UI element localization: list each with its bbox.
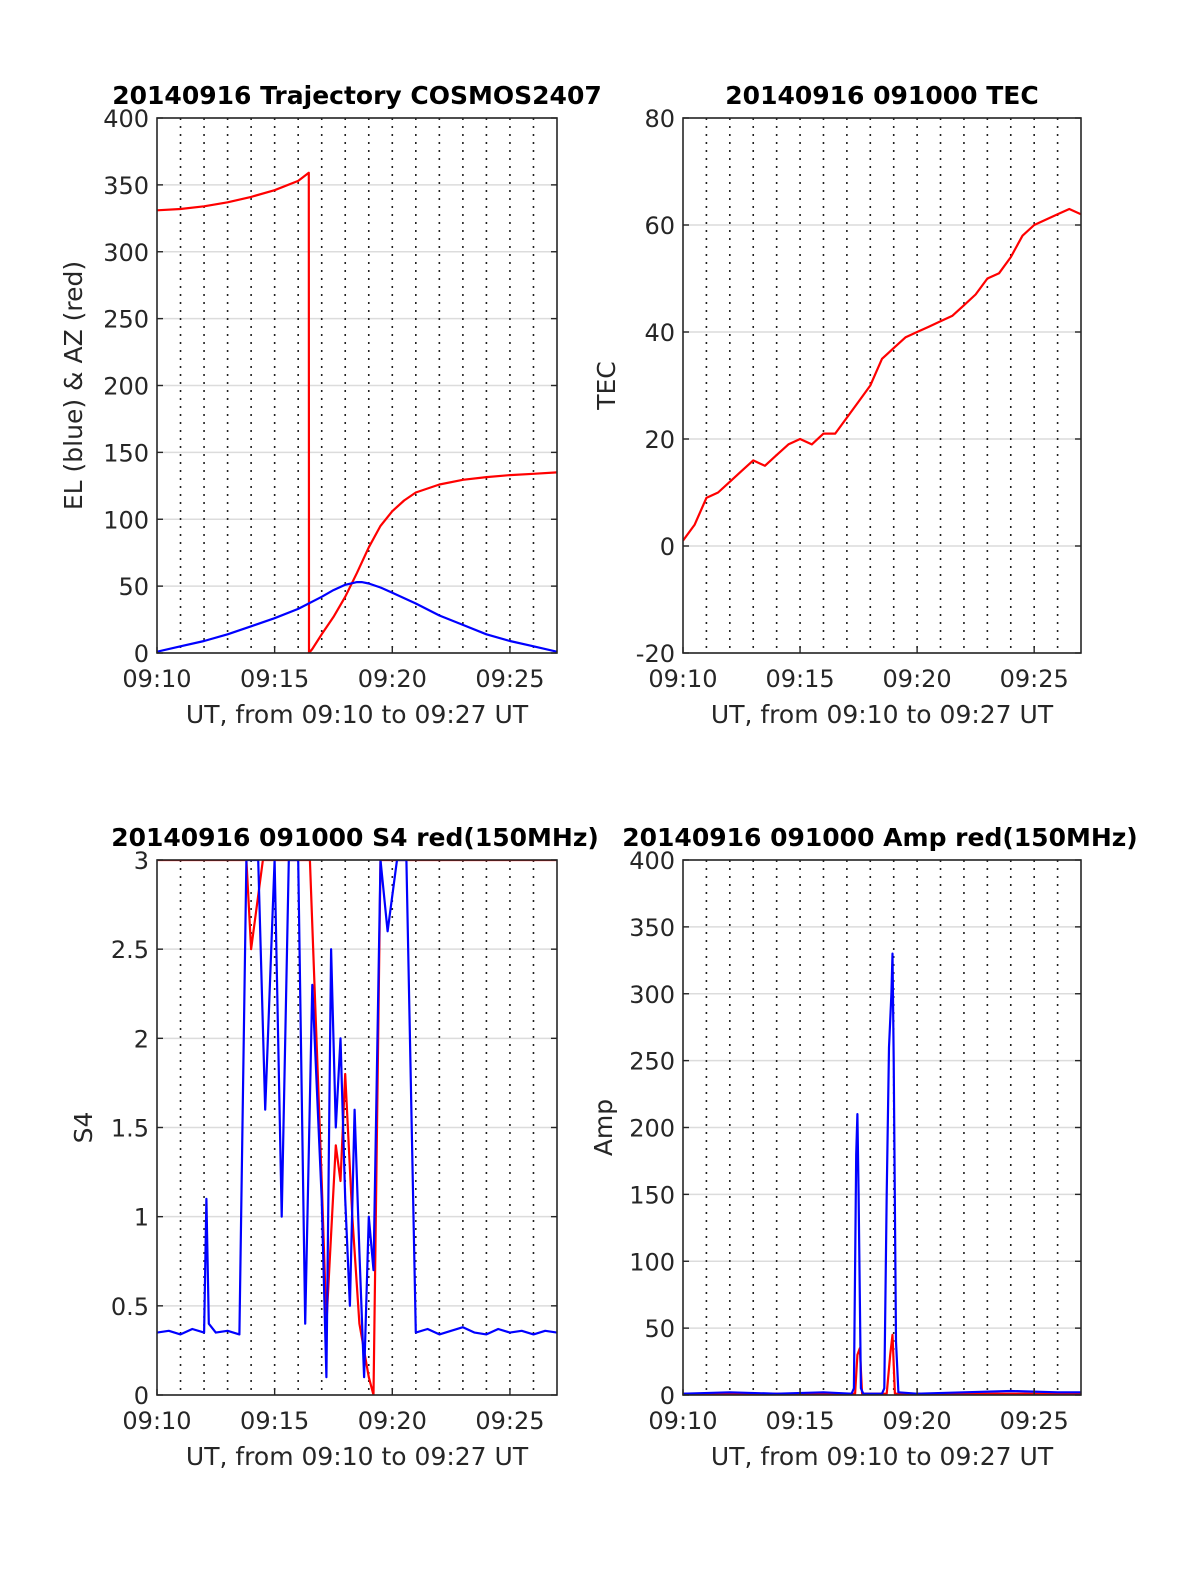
x-tick-label: 09:10 — [648, 1407, 717, 1435]
s4-panel: 0 0.5 1 1.5 2 2.5 3 09:10 09:15 09:20 09:25 2014091… — [69, 823, 599, 1471]
y-tick-label: 80 — [644, 105, 675, 133]
x-tick-label: 09:20 — [883, 1407, 952, 1435]
axes-frame — [682, 117, 1082, 654]
amp-panel: 0 50 100 150 200 250 300 350 400 09:10 09:15 09:20 0… — [589, 823, 1138, 1471]
y-tick-label: 20 — [644, 426, 675, 454]
x-tick-label: 09:15 — [240, 1407, 309, 1435]
y-tick-label: 0 — [134, 1382, 149, 1410]
x-tick-label: 09:25 — [1000, 665, 1069, 693]
y-tick-label: -20 — [636, 640, 675, 668]
y-tick-label: 50 — [118, 573, 149, 601]
x-tick-label: 09:15 — [240, 665, 309, 693]
y-axis-label: EL (blue) & AZ (red) — [59, 261, 88, 510]
trajectory-panel: 0 50 100 150 200 250 300 350 400 09:10 09:15 09:20 0… — [59, 81, 602, 729]
y-tick-label: 50 — [644, 1315, 675, 1343]
x-axis-label: UT, from 09:10 to 09:27 UT — [711, 1442, 1054, 1471]
series-line-red — [157, 860, 557, 1395]
chart-title: 20140916 091000 Amp red(150MHz) — [622, 823, 1138, 852]
chart-title: 20140916 Trajectory COSMOS2407 — [112, 81, 602, 110]
y-tick-label: 300 — [103, 239, 149, 267]
y-tick-label: 0 — [134, 640, 149, 668]
x-tick-label: 09:10 — [122, 1407, 191, 1435]
tec-panel: -20 0 20 40 60 80 09:10 09:15 09:20 09:25 20140916… — [592, 81, 1082, 729]
y-tick-label: 100 — [629, 1248, 675, 1276]
y-tick-label: 2.5 — [111, 936, 149, 964]
y-tick-label: 400 — [103, 105, 149, 133]
y-tick-label: 60 — [644, 212, 675, 240]
x-tick-label: 09:20 — [358, 1407, 427, 1435]
y-tick-label: 200 — [103, 373, 149, 401]
y-axis-label: TEC — [592, 361, 621, 411]
y-tick-label: 400 — [629, 847, 675, 875]
series-line-red — [683, 207, 1081, 542]
x-tick-label: 09:25 — [475, 665, 544, 693]
x-tick-label: 09:10 — [648, 665, 717, 693]
x-tick-label: 09:15 — [765, 665, 834, 693]
y-tick-label: 250 — [629, 1048, 675, 1076]
y-tick-label: 350 — [629, 914, 675, 942]
y-tick-label: 200 — [629, 1115, 675, 1143]
x-tick-label: 09:20 — [358, 665, 427, 693]
x-tick-label: 09:15 — [765, 1407, 834, 1435]
x-tick-label: 09:25 — [475, 1407, 544, 1435]
y-axis-label: S4 — [69, 1112, 98, 1144]
y-tick-label: 150 — [629, 1181, 675, 1209]
y-tick-label: 250 — [103, 306, 149, 334]
chart-title: 20140916 091000 TEC — [725, 81, 1038, 110]
y-tick-label: 1 — [134, 1204, 149, 1232]
y-tick-label: 1.5 — [111, 1115, 149, 1143]
y-tick-label: 100 — [103, 506, 149, 534]
x-axis-label: UT, from 09:10 to 09:27 UT — [186, 700, 529, 729]
y-axis-label: Amp — [589, 1099, 618, 1156]
x-axis-label: UT, from 09:10 to 09:27 UT — [711, 700, 1054, 729]
y-tick-label: 300 — [629, 981, 675, 1009]
y-tick-label: 350 — [103, 172, 149, 200]
y-tick-label: 0 — [660, 533, 675, 561]
y-tick-label: 40 — [644, 319, 675, 347]
x-tick-label: 09:20 — [883, 665, 952, 693]
series-line-red — [157, 171, 557, 653]
y-tick-label: 0.5 — [111, 1293, 149, 1321]
y-tick-label: 2 — [134, 1025, 149, 1053]
series-line-red — [683, 1333, 1081, 1395]
y-tick-label: 3 — [134, 847, 149, 875]
y-tick-label: 150 — [103, 439, 149, 467]
x-tick-label: 09:25 — [1000, 1407, 1069, 1435]
chart-title: 20140916 091000 S4 red(150MHz) — [111, 823, 599, 852]
y-tick-label: 0 — [660, 1382, 675, 1410]
x-tick-label: 09:10 — [122, 665, 191, 693]
series-line-blue — [157, 581, 557, 653]
series-line-blue — [157, 860, 557, 1379]
x-axis-label: UT, from 09:10 to 09:27 UT — [186, 1442, 529, 1471]
